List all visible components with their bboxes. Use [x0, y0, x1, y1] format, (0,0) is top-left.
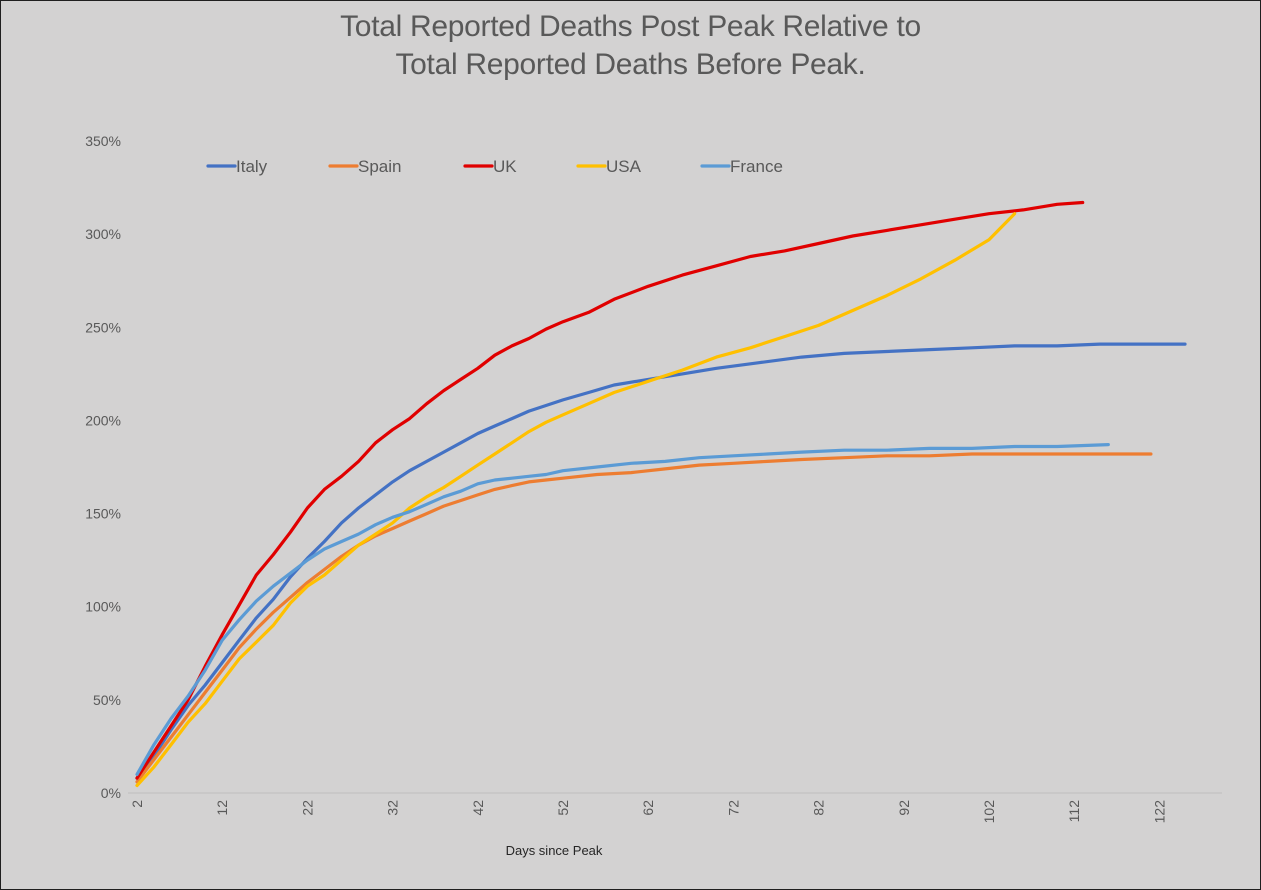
x-tick-label: 42 [470, 800, 486, 816]
series-line-italy [135, 342, 1187, 780]
x-tick-label: 92 [896, 800, 912, 816]
x-tick-label: 52 [555, 800, 571, 816]
y-tick-label: 0% [101, 785, 121, 801]
y-tick-label: 150% [85, 506, 121, 522]
y-tick-label: 350% [85, 133, 121, 149]
x-axis-title: Days since Peak [506, 843, 603, 858]
legend-label-spain: Spain [358, 157, 401, 176]
x-axis-ticks: 2 12 22 32 42 52 62 72 82 92 102 112 122 [129, 800, 1167, 824]
chart-title-line-1: Total Reported Deaths Post Peak Relative… [340, 10, 921, 43]
y-axis-ticks: 0% 50% 100% 150% 200% 250% 300% 350% [85, 133, 121, 801]
series-line-france [135, 443, 1110, 776]
y-tick-label: 100% [85, 599, 121, 615]
series-lines [135, 200, 1187, 788]
y-tick-label: 300% [85, 226, 121, 242]
x-tick-label: 112 [1066, 800, 1082, 823]
x-tick-label: 122 [1151, 800, 1167, 824]
series-line-uk [135, 200, 1085, 780]
x-tick-label: 12 [214, 800, 230, 816]
y-tick-label: 250% [85, 319, 121, 335]
y-tick-label: 200% [85, 412, 121, 428]
x-tick-label: 22 [299, 800, 315, 816]
x-tick-label: 102 [981, 800, 997, 824]
series-line-spain [135, 452, 1153, 784]
x-tick-label: 62 [640, 800, 656, 816]
legend-label-uk: UK [493, 157, 517, 176]
legend-label-usa: USA [606, 157, 642, 176]
legend: Italy Spain UK USA France [206, 157, 783, 176]
x-tick-label: 72 [725, 800, 741, 816]
x-tick-label: 2 [129, 800, 145, 808]
y-tick-label: 50% [93, 692, 121, 708]
chart-title: Total Reported Deaths Post Peak Relative… [0, 8, 1261, 84]
chart-title-line-2: Total Reported Deaths Before Peak. [395, 48, 866, 81]
series-line-usa [135, 212, 1017, 788]
legend-label-france: France [730, 157, 783, 176]
x-tick-label: 82 [811, 800, 827, 816]
x-tick-label: 32 [385, 800, 401, 816]
legend-label-italy: Italy [236, 157, 268, 176]
